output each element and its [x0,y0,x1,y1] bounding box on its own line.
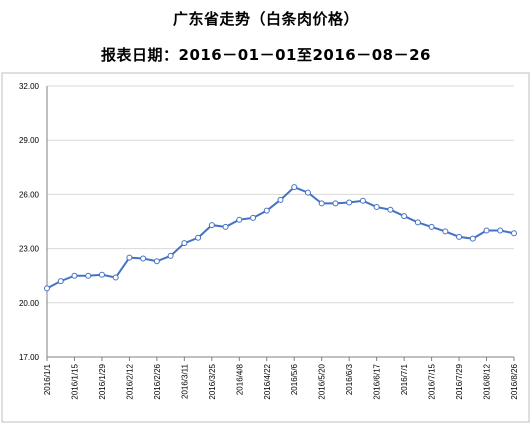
data-point [346,199,353,206]
chart-subtitle: 报表日期：2016－01－01至2016－08－26 [101,46,431,64]
data-point [98,271,105,278]
data-point [497,227,504,234]
y-tick-label: 23.00 [19,245,40,254]
data-point [511,230,517,237]
y-tick-label: 17.00 [19,353,40,362]
data-point [140,255,147,262]
data-point [126,254,133,261]
x-tick-label: 2016/8/26 [510,363,519,399]
x-tick-label: 2016/2/12 [125,363,134,399]
data-point [71,272,78,279]
gridlines [47,85,514,358]
data-point [387,206,394,213]
x-tick-label: 2016/1/15 [70,363,79,399]
data-point [373,204,380,211]
data-point [456,233,463,240]
y-tick-label: 20.00 [19,299,40,308]
data-point [208,222,215,229]
data-point [332,200,339,207]
data-point [57,278,64,285]
x-tick-label: 2016/2/26 [153,363,162,399]
x-tick-label: 2016/8/12 [483,363,492,399]
y-tick-label: 29.00 [19,136,40,145]
data-point [250,214,257,221]
data-point [277,196,284,203]
data-point [153,258,160,265]
data-point [428,223,435,230]
chart-frame [1,72,530,423]
y-tick-label: 32.00 [19,82,40,91]
series-markers [44,184,517,292]
data-point [236,216,243,223]
data-point [483,227,490,234]
x-tick-label: 2016/6/3 [345,363,354,395]
y-axis: 17.00 20.00 23.00 26.00 29.00 32.00 [19,82,48,362]
data-point [304,189,311,196]
chart-title: 广东省走势（白条肉价格） [172,10,359,28]
x-tick-label: 2016/7/1 [400,363,409,395]
data-point [181,240,188,247]
data-point [195,234,202,241]
x-tick-label: 2016/5/6 [290,363,299,395]
data-point [442,228,449,235]
x-tick-label: 2016/7/29 [455,363,464,399]
data-point [469,235,476,242]
data-point [291,184,298,191]
data-point [401,213,408,220]
x-tick-label: 2016/5/20 [318,363,327,399]
data-point [167,252,174,259]
x-tick-label: 2016/4/8 [235,363,244,395]
data-point [112,274,119,281]
data-point [44,285,50,292]
x-tick-label: 2016/3/11 [180,363,189,399]
x-tick-label: 2016/7/15 [428,363,437,399]
x-tick-label: 2016/4/22 [263,363,272,399]
data-point [359,197,366,204]
data-point [85,272,92,279]
x-axis: 2016/1/1 2016/1/15 2016/1/29 2016/2/12 2016/… [43,356,519,400]
data-point [222,223,229,230]
y-tick-label: 26.00 [19,190,40,199]
x-tick-label: 2016/3/25 [208,363,217,399]
data-point [263,207,270,214]
x-tick-label: 2016/1/29 [98,363,107,399]
x-tick-label: 2016/6/17 [373,363,382,399]
data-point [414,219,421,226]
x-tick-label: 2016/1/1 [43,363,52,395]
data-point [318,200,325,207]
